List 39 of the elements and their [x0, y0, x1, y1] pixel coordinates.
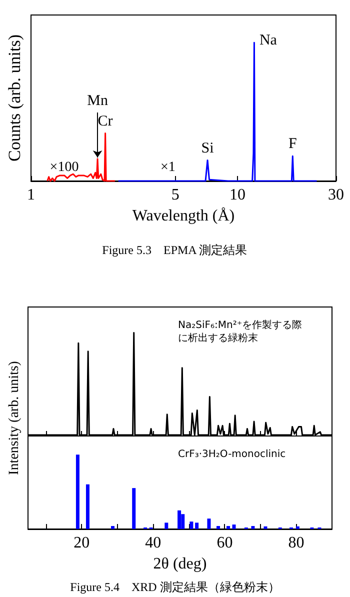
caption: Figure 5.4 XRD 測定結果（緑色粉末）	[70, 580, 280, 594]
x-tick-label: 40	[145, 534, 162, 552]
bar	[86, 484, 90, 529]
bar	[264, 526, 268, 529]
bar	[111, 526, 115, 529]
x-tick-label: 5	[171, 186, 180, 204]
x-axis-title: 2θ (deg)	[153, 556, 207, 572]
bar	[132, 488, 136, 529]
x-tick-label: 10	[229, 186, 246, 204]
bar	[232, 524, 236, 529]
annotation: CrF₃·3H₂O-monoclinic	[178, 449, 286, 460]
bar	[178, 510, 182, 529]
bar	[164, 522, 168, 529]
x-axis-title: Wavelength (Å)	[132, 206, 235, 224]
caption: Figure 5.3 EPMA 測定結果	[102, 243, 248, 257]
annotation: Na	[259, 32, 278, 49]
bar	[226, 526, 230, 529]
x-tick-label: 30	[328, 186, 344, 204]
bar	[207, 518, 211, 529]
x-tick-label: 60	[216, 534, 233, 552]
bar	[190, 522, 194, 529]
annotation: Si	[201, 140, 214, 156]
series-label: ×100	[50, 160, 79, 175]
bar	[76, 454, 80, 529]
bar	[251, 526, 255, 529]
bar	[195, 522, 199, 529]
y-axis-title: Counts (arb. units)	[5, 34, 25, 162]
series-label: ×1	[160, 160, 176, 175]
bar	[296, 526, 300, 529]
bar	[216, 526, 220, 529]
annotation: Na₂SiF₆:Mn²⁺を作製する際に析出する緑粉末	[178, 319, 302, 344]
x-tick-label: 80	[288, 534, 304, 552]
annotation: Mn	[87, 93, 108, 110]
annotation: Cr	[98, 113, 113, 130]
bar	[181, 514, 185, 529]
y-axis-title: Intensity (arb. units)	[7, 361, 23, 475]
x-tick-label: 1	[27, 186, 35, 204]
annotation: F	[288, 136, 297, 152]
x-tick-label: 20	[74, 534, 90, 552]
